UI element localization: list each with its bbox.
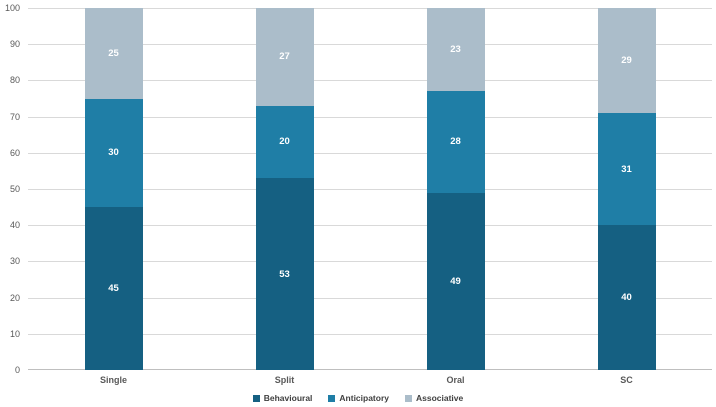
- y-axis-tick-label: 70: [9, 111, 20, 122]
- legend-label: Behavioural: [263, 393, 313, 403]
- y-axis-tick-label: 90: [9, 39, 20, 50]
- gridline: [28, 261, 712, 263]
- bar-value-label: 23: [450, 44, 461, 56]
- bar-segment-anticipatory: 30: [84, 98, 143, 208]
- bar-value-label: 40: [621, 292, 632, 304]
- gridline: [28, 44, 712, 46]
- gridline: [28, 333, 712, 335]
- legend-swatch: [328, 394, 336, 402]
- legend-item: Associative: [405, 393, 463, 403]
- y-axis-tick-label: 0: [14, 365, 20, 375]
- gridline: [28, 8, 712, 9]
- y-axis-tick-label: 50: [9, 184, 20, 194]
- chart-legend: Behavioural Anticipatory Associative: [0, 393, 716, 403]
- x-axis-category-label: SC: [620, 375, 633, 385]
- bar-column: 53 20 27: [199, 8, 370, 370]
- gridline: [28, 297, 712, 299]
- x-axis-category-label: Split: [274, 375, 295, 385]
- x-axis-category-label: Oral: [446, 375, 465, 385]
- stacked-bar: 49 28 23: [426, 8, 485, 370]
- bar-value-label: 31: [621, 163, 632, 175]
- y-axis-tick-label: 10: [9, 328, 20, 339]
- gridline: [28, 369, 712, 370]
- legend-swatch: [405, 394, 412, 402]
- bar-segment-anticipatory: 31: [597, 112, 656, 226]
- gridline: [28, 80, 712, 82]
- bar-value-label: 29: [621, 55, 632, 66]
- legend-item: Anticipatory: [328, 393, 389, 403]
- y-axis: 0 10 20 30 40 50 60 70 80 90 100: [0, 3, 24, 375]
- bar-column: 49 28 23: [370, 8, 541, 370]
- stacked-bar: 40 31 29: [597, 8, 656, 370]
- bar-segment-anticipatory: 20: [255, 105, 314, 179]
- y-axis-tick-label: 100: [4, 3, 20, 13]
- legend-swatch: [252, 394, 260, 402]
- bar-value-label: 30: [108, 147, 119, 159]
- bar-column: 45 30 25: [28, 8, 199, 370]
- gridline: [28, 189, 712, 190]
- bar-segment-associative: 25: [84, 8, 143, 99]
- bar-value-label: 27: [279, 51, 290, 63]
- bar-segment-associative: 27: [255, 8, 314, 106]
- y-axis-tick-label: 80: [9, 75, 20, 86]
- bar-value-label: 28: [450, 136, 461, 148]
- bar-segment-associative: 23: [426, 8, 485, 92]
- gridline: [28, 225, 712, 227]
- bar-value-label: 20: [279, 136, 290, 148]
- plot-area: 45 30 25 53 20 27 49 28 23 40 31 29: [28, 8, 712, 370]
- legend-label: Anticipatory: [339, 393, 389, 403]
- bar-value-label: 53: [279, 268, 290, 280]
- y-axis-tick-label: 30: [9, 256, 20, 267]
- y-axis-tick-label: 40: [9, 220, 20, 231]
- stacked-bar: 45 30 25: [84, 8, 143, 370]
- bar-segment-behavioural: 40: [597, 225, 656, 370]
- bar-segment-behavioural: 53: [255, 178, 314, 370]
- legend-item: Behavioural: [252, 393, 313, 403]
- bar-column: 40 31 29: [541, 8, 712, 370]
- bar-value-label: 49: [450, 275, 461, 287]
- bar-value-label: 25: [108, 47, 119, 59]
- gridlines: [28, 8, 712, 370]
- bar-segment-associative: 29: [597, 8, 656, 113]
- bar-segment-anticipatory: 28: [426, 91, 485, 193]
- bar-series-container: 45 30 25 53 20 27 49 28 23 40 31 29: [28, 8, 712, 370]
- legend-label: Associative: [416, 393, 464, 403]
- y-axis-tick-label: 60: [9, 147, 20, 158]
- y-axis-tick-label: 20: [9, 292, 20, 303]
- bar-segment-behavioural: 45: [84, 207, 143, 370]
- bar-segment-behavioural: 49: [426, 192, 485, 370]
- gridline: [28, 152, 712, 154]
- x-axis: Single Split Oral SC: [28, 375, 712, 385]
- bar-value-label: 45: [108, 283, 119, 295]
- x-axis-category-label: Single: [99, 375, 127, 385]
- stacked-bar: 53 20 27: [255, 8, 314, 370]
- gridline: [28, 116, 712, 118]
